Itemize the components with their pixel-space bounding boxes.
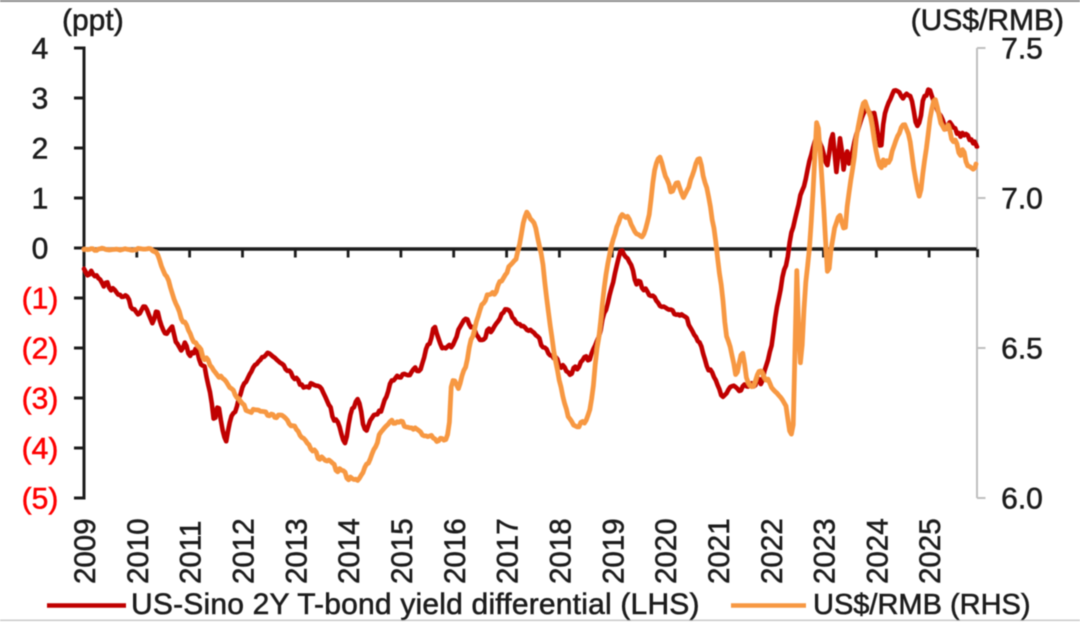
svg-text:2011: 2011 — [175, 521, 208, 584]
svg-text:2016: 2016 — [439, 518, 472, 584]
svg-text:2022: 2022 — [756, 518, 789, 584]
svg-text:(US$/RMB): (US$/RMB) — [911, 4, 1064, 37]
svg-text:(2): (2) — [22, 333, 59, 366]
svg-text:2023: 2023 — [809, 518, 842, 584]
svg-text:7.5: 7.5 — [1001, 33, 1043, 66]
svg-text:(4): (4) — [22, 433, 59, 466]
svg-text:2019: 2019 — [597, 518, 630, 584]
svg-text:6.0: 6.0 — [1001, 483, 1043, 516]
svg-text:2009: 2009 — [69, 518, 102, 584]
svg-text:0: 0 — [32, 233, 49, 266]
svg-text:7.0: 7.0 — [1001, 183, 1043, 216]
svg-text:2013: 2013 — [280, 518, 313, 584]
svg-text:2020: 2020 — [650, 518, 683, 584]
svg-text:(ppt): (ppt) — [62, 4, 124, 37]
svg-text:(3): (3) — [22, 383, 59, 416]
svg-text:1: 1 — [32, 183, 49, 216]
svg-text:(1): (1) — [22, 283, 59, 316]
svg-text:4: 4 — [32, 33, 49, 66]
svg-text:2: 2 — [32, 133, 49, 166]
svg-text:2012: 2012 — [228, 518, 261, 584]
svg-text:6.5: 6.5 — [1001, 333, 1043, 366]
svg-text:2025: 2025 — [914, 518, 947, 584]
svg-text:2010: 2010 — [122, 518, 155, 584]
svg-text:2014: 2014 — [333, 518, 366, 584]
svg-text:2018: 2018 — [545, 518, 578, 584]
svg-text:3: 3 — [32, 83, 49, 116]
svg-text:(5): (5) — [22, 483, 59, 516]
svg-text:2021: 2021 — [703, 518, 736, 584]
svg-text:2015: 2015 — [386, 518, 419, 584]
svg-text:2017: 2017 — [492, 518, 525, 584]
svg-text:2024: 2024 — [861, 518, 894, 584]
svg-text:US$/RMB (RHS): US$/RMB (RHS) — [813, 589, 1031, 621]
svg-text:US-Sino 2Y T-bond yield differ: US-Sino 2Y T-bond yield differential (LH… — [131, 588, 700, 621]
